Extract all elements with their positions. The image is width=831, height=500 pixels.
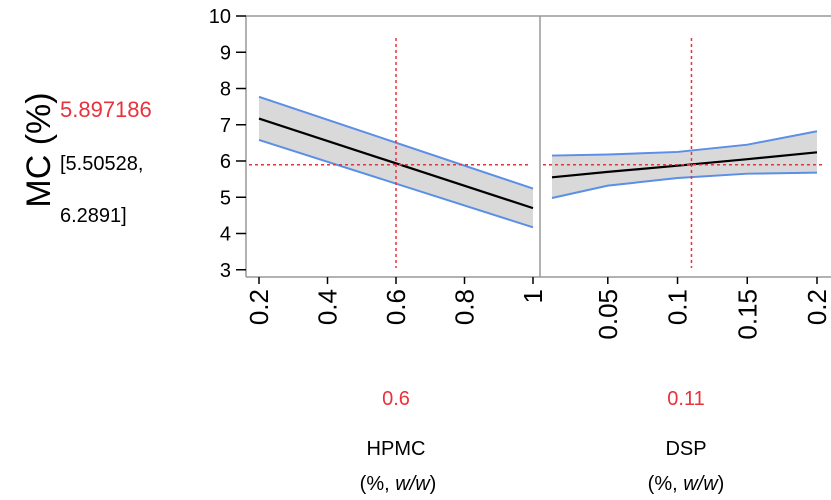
predicted-value: 5.897186 bbox=[60, 97, 152, 122]
x-tick-label-0.6: 0.6 bbox=[381, 289, 411, 325]
hpmc-unit-suffix: ) bbox=[430, 473, 437, 495]
hpmc-unit-italic: w/w bbox=[395, 473, 431, 495]
hpmc-current-value[interactable]: 0.6 bbox=[382, 388, 410, 410]
y-tick-label-3: 3 bbox=[220, 260, 231, 282]
y-tick-label-4: 4 bbox=[220, 224, 231, 246]
y-tick-label-7: 7 bbox=[220, 115, 231, 137]
dsp-current-value[interactable]: 0.11 bbox=[667, 388, 704, 410]
dsp-factor-unit: (%, w/w) bbox=[648, 473, 725, 495]
dsp-factor-name: DSP bbox=[665, 438, 706, 460]
ci-lower-line bbox=[551, 171, 818, 199]
dsp-unit-italic: w/w bbox=[683, 473, 719, 495]
y-tick-label-5: 5 bbox=[220, 187, 231, 209]
y-tick-label-6: 6 bbox=[220, 151, 231, 173]
dsp-unit-prefix: (%, bbox=[648, 473, 684, 495]
fit-line bbox=[551, 151, 818, 179]
y-tick-label-9: 9 bbox=[220, 42, 231, 64]
hpmc-factor-name: HPMC bbox=[367, 438, 426, 460]
x-tick-label-0.15: 0.15 bbox=[732, 289, 762, 340]
x-tick-label-0.2: 0.2 bbox=[802, 289, 831, 325]
x-tick-label-0.1: 0.1 bbox=[663, 289, 693, 325]
dsp-unit-suffix: ) bbox=[718, 473, 725, 495]
y-axis: 3 4 5 6 7 8 9 10 bbox=[209, 6, 247, 282]
panel-dsp: 0.05 0.1 0.15 0.2 bbox=[540, 15, 831, 340]
x-tick-label-0.8: 0.8 bbox=[450, 289, 480, 325]
y-tick-label-10: 10 bbox=[209, 6, 231, 28]
ci-band bbox=[259, 96, 533, 228]
ci-upper-line bbox=[551, 130, 818, 157]
x-tick-label-1: 1 bbox=[518, 289, 548, 303]
fit-line bbox=[258, 117, 534, 210]
ci-upper-text: 6.2891] bbox=[60, 205, 127, 227]
x-tick-label-0.05: 0.05 bbox=[593, 289, 623, 340]
ci-lower-text: [5.50528, bbox=[60, 153, 143, 175]
hpmc-unit-prefix: (%, bbox=[360, 473, 396, 495]
response-label: MC (%) bbox=[20, 92, 58, 207]
panel-hpmc: 0.2 0.4 0.6 0.8 1 bbox=[244, 15, 548, 325]
x-tick-label-0.2: 0.2 bbox=[244, 289, 274, 325]
hpmc-factor-unit: (%, w/w) bbox=[360, 473, 437, 495]
x-tick-label-0.4: 0.4 bbox=[313, 289, 343, 325]
y-tick-label-8: 8 bbox=[220, 79, 231, 101]
